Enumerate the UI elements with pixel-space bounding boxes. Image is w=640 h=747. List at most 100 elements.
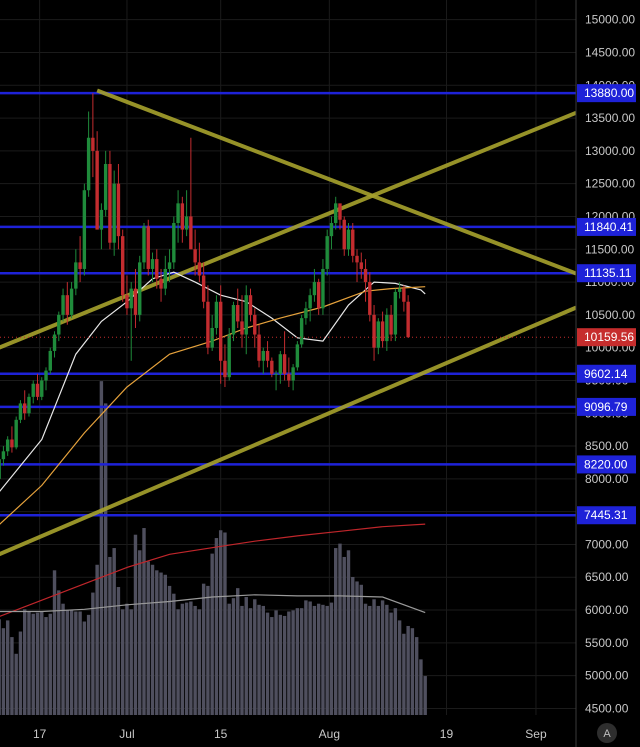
volume-bar — [146, 561, 150, 715]
candle — [402, 285, 406, 312]
volume-bar — [385, 604, 389, 715]
candle — [146, 219, 150, 276]
price-label-text: 13880.00 — [584, 86, 634, 100]
candle — [376, 318, 381, 355]
candle-body — [14, 419, 18, 448]
price-label-box — [577, 84, 636, 103]
candle — [44, 367, 48, 391]
volume-bar — [355, 581, 359, 715]
candle-body — [402, 288, 406, 302]
candle — [342, 216, 346, 256]
volume-bar — [18, 631, 23, 715]
volume-bar — [244, 597, 248, 715]
candle — [334, 196, 338, 230]
price-tick-label: 13500.00 — [585, 111, 635, 125]
price-label-box — [577, 397, 636, 416]
candle — [359, 252, 363, 279]
volume-bar — [23, 609, 27, 715]
moving-average-volume-ma — [0, 594, 426, 614]
candle — [393, 288, 398, 342]
candle — [99, 203, 104, 250]
candle-body — [10, 439, 14, 448]
volume-bar — [48, 613, 52, 715]
candle-body — [167, 262, 172, 269]
candle-body — [351, 229, 355, 256]
candle — [287, 357, 291, 388]
volume-bar — [61, 603, 65, 715]
candle — [329, 216, 334, 250]
candle-body — [393, 291, 398, 335]
candle — [389, 305, 393, 342]
candle — [231, 301, 236, 342]
candle — [23, 390, 27, 420]
candle-body — [287, 373, 291, 381]
candle — [206, 285, 210, 355]
candle — [163, 255, 168, 296]
volume-bar — [287, 611, 291, 715]
price-tick-label: 15000.00 — [585, 13, 635, 27]
volume-bar — [108, 556, 112, 715]
candle — [308, 288, 312, 322]
candle-body — [334, 203, 338, 224]
candle — [57, 311, 61, 342]
horizontal-levels — [0, 91, 576, 517]
candle-body — [376, 321, 381, 348]
price-tick-label: 8500.00 — [585, 439, 629, 453]
trend-line-descending-resistance[interactable] — [96, 88, 577, 276]
price-label-text: 9602.14 — [584, 367, 628, 381]
price-label: 11135.11 — [577, 264, 636, 283]
volume-bar — [167, 585, 172, 715]
price-tick-label: 5000.00 — [585, 669, 629, 683]
candle — [48, 347, 52, 374]
candle-body — [69, 288, 74, 315]
candle — [14, 416, 18, 450]
volume-bar — [206, 585, 210, 715]
candle-body — [325, 236, 329, 269]
trend-line-channel-lower[interactable] — [0, 305, 577, 557]
candle — [189, 137, 193, 250]
volume-bar — [304, 600, 308, 715]
candle-body — [52, 334, 57, 351]
volume-bar — [103, 403, 108, 715]
volume-bar — [231, 598, 236, 715]
volume-bar — [180, 603, 185, 715]
volume-bar — [342, 556, 346, 715]
candle-body — [74, 262, 78, 289]
candle-body — [261, 350, 265, 361]
candle-body — [112, 183, 116, 243]
volume-bar — [363, 603, 368, 715]
volume-bar — [120, 609, 125, 715]
trend-lines — [0, 88, 577, 557]
candle — [253, 308, 257, 348]
candle — [372, 305, 376, 361]
candle — [274, 370, 278, 391]
auto-scale-button[interactable]: A — [597, 723, 617, 743]
candle-body — [176, 203, 180, 224]
candle-body — [163, 268, 168, 289]
volume-bar — [210, 553, 214, 715]
candle — [261, 347, 265, 374]
volume-bar — [184, 602, 189, 715]
volume-bar — [172, 593, 176, 715]
volume-bar — [359, 584, 363, 715]
candle — [355, 249, 359, 283]
candle-body — [210, 327, 214, 348]
trend-line-channel-upper[interactable] — [0, 110, 577, 350]
volume-bar — [316, 603, 321, 715]
candle — [167, 249, 172, 283]
candle-body — [389, 314, 393, 335]
candle-body — [253, 314, 257, 335]
volume-bar — [138, 550, 142, 715]
candle-body — [201, 275, 206, 302]
volume-bar — [69, 610, 74, 715]
price-tick-label: 13000.00 — [585, 144, 635, 158]
price-label-text: 10159.56 — [584, 330, 634, 344]
volume-bar — [78, 611, 82, 715]
volume-bar — [218, 530, 223, 715]
candle-body — [172, 223, 176, 263]
volume-bar — [274, 610, 278, 715]
volume-bar — [57, 590, 61, 715]
candle — [304, 301, 308, 325]
price-label-box — [577, 455, 636, 474]
